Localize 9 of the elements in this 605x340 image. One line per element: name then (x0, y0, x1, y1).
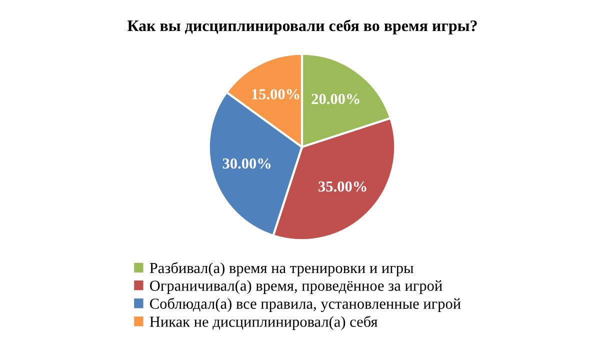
data-label: 15.00% (252, 89, 300, 100)
legend-label: Ограничивал(а) время, проведённое за игрой (150, 280, 442, 294)
chart-title: Как вы дисциплинировали себя во время игры? (127, 20, 477, 34)
legend-label: Разбивал(а) время на тренировки и игры (150, 262, 414, 276)
legend-label: Никак не дисциплинировал(а) себя (150, 316, 378, 330)
legend-label: Соблюдал(а) все правила, установленные игрой (150, 298, 461, 312)
data-label: 30.00% (222, 158, 270, 169)
data-label: 35.00% (318, 181, 366, 192)
data-label: 20.00% (312, 94, 360, 104)
